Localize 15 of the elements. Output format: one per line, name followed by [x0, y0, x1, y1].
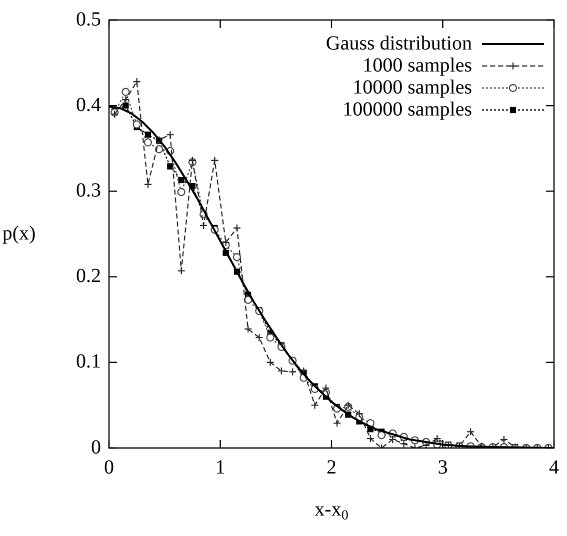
x-tick-label: 3: [438, 456, 448, 478]
y-axis-title: p(x): [2, 222, 36, 244]
legend-label: Gauss distribution: [326, 32, 472, 54]
legend-label: 10000 samples: [352, 76, 472, 98]
legend-label: 100000 samples: [342, 98, 472, 120]
x-tick-label: 2: [326, 456, 336, 478]
y-tick-label: 0.1: [76, 350, 101, 373]
x-tick-label: 1: [215, 456, 226, 478]
y-tick-label: 0.4: [76, 94, 101, 116]
x-tick-label: 4: [549, 456, 559, 478]
y-tick-label: 0.5: [76, 8, 101, 30]
legend-label: 1000 samples: [362, 54, 472, 76]
y-tick-label: 0.2: [76, 265, 101, 288]
y-tick-label: 0: [91, 436, 101, 458]
y-tick-label: 0.3: [76, 179, 101, 202]
